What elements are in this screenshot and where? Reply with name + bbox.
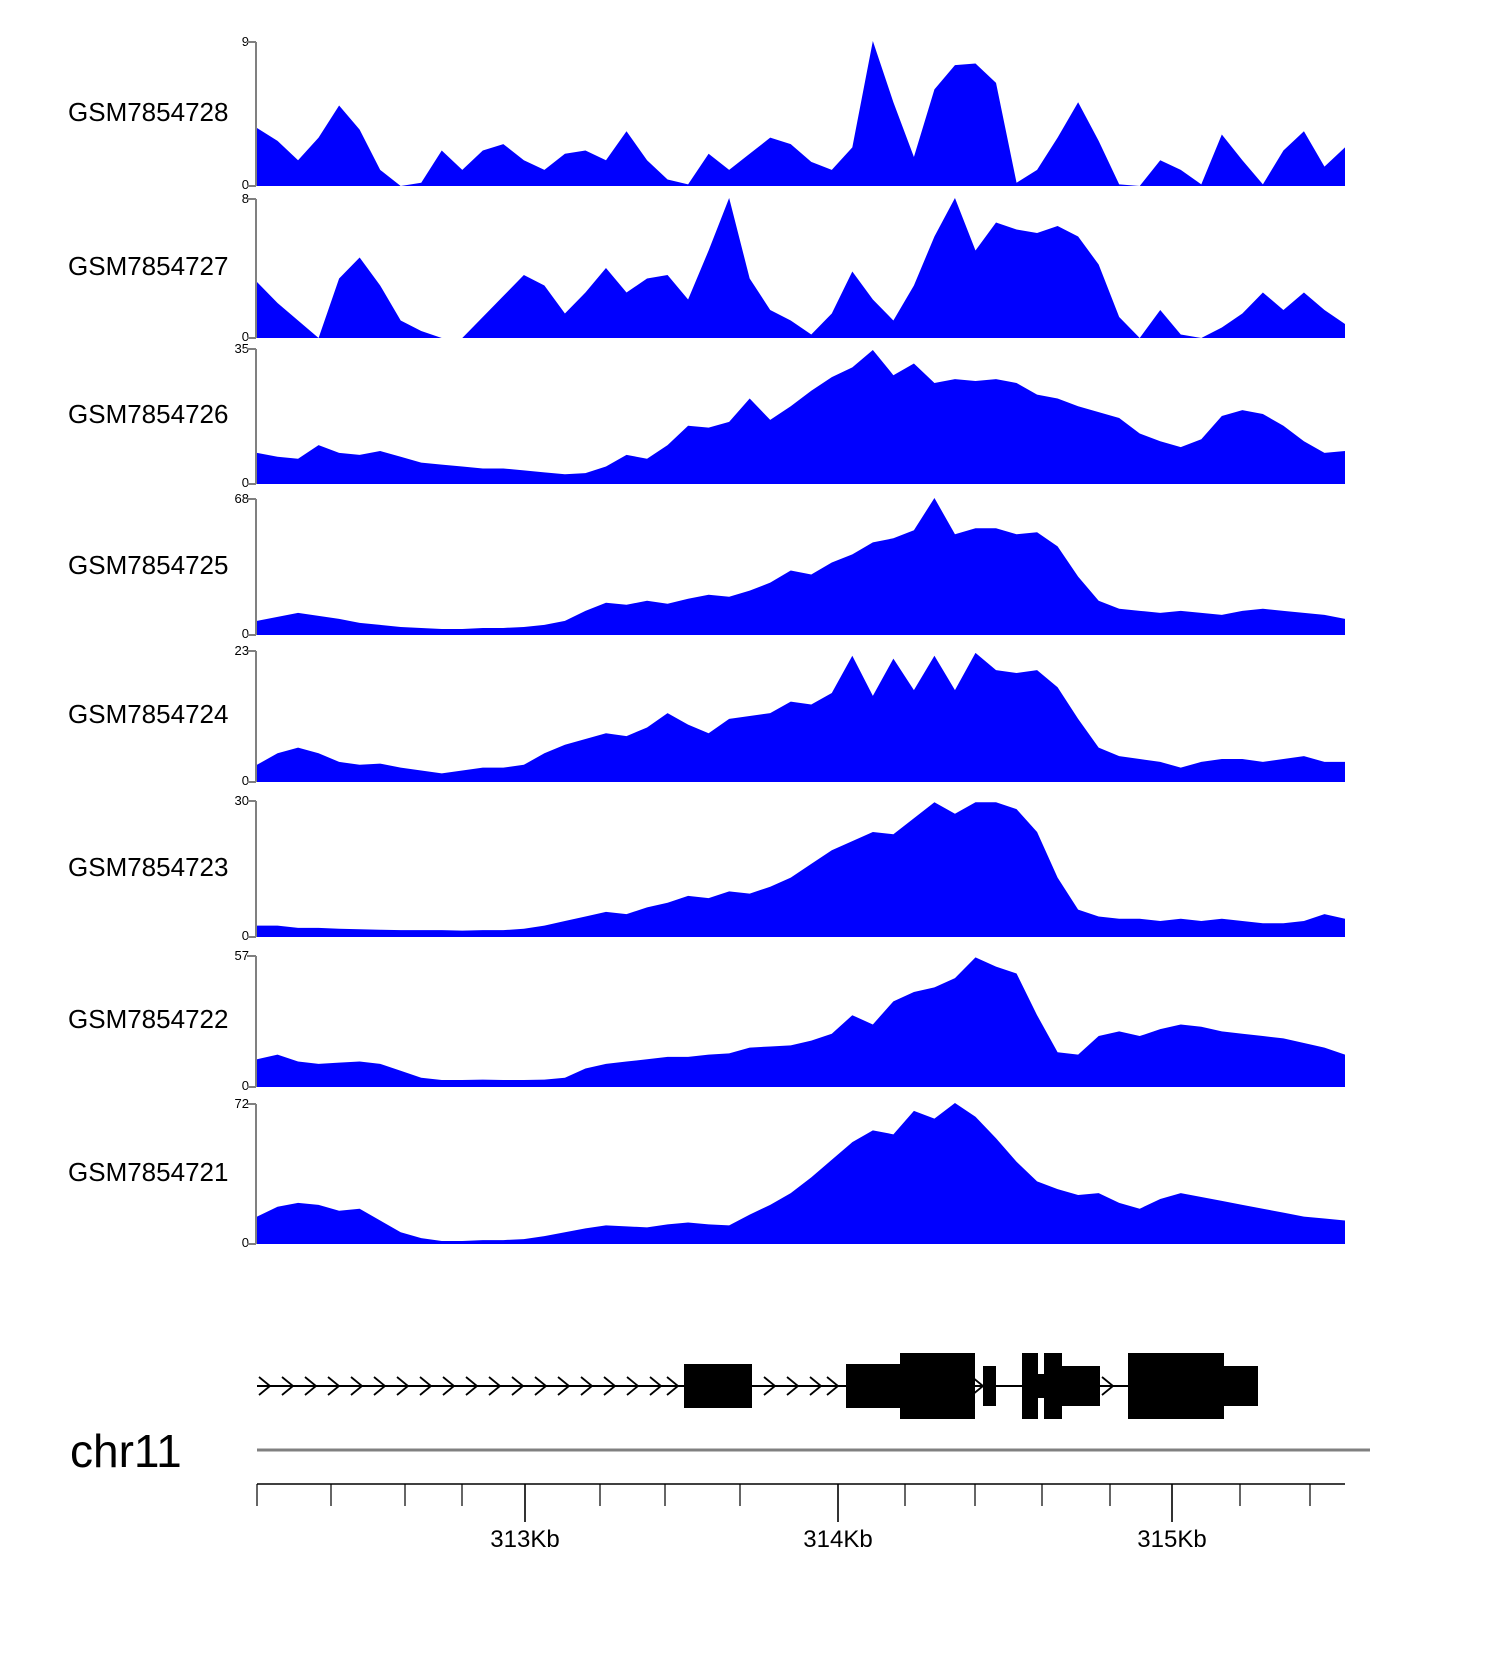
strand-arrow-icon [281,1376,295,1396]
track-sample-label: GSM7854725 [68,549,229,580]
exon-box[interactable] [1224,1366,1258,1406]
coverage-plot[interactable] [257,198,1345,338]
y-axis [247,800,257,938]
gene-model-track[interactable] [0,1330,1500,1430]
exon-box[interactable] [1128,1353,1224,1419]
axis-max-label: 35 [234,341,249,356]
strand-arrow-icon [327,1376,341,1396]
chromosome-label: chr11 [70,1425,182,1477]
strand-arrow-icon [442,1376,456,1396]
coverage-track: GSM7854725 68 0 [0,491,1500,641]
coverage-plot[interactable] [257,1103,1345,1244]
exon-box[interactable] [684,1364,752,1408]
coverage-plot[interactable] [257,498,1345,635]
axis-max-label: 8 [241,191,249,206]
axis-min-label: 0 [241,626,249,641]
axis-min-label: 0 [241,329,249,344]
axis-min-label: 0 [241,928,249,943]
coverage-plot[interactable] [257,348,1345,484]
strand-arrow-icon [373,1376,387,1396]
axis-max-label: 23 [234,643,249,658]
strand-arrow-icon [419,1376,433,1396]
strand-arrow-icon [534,1376,548,1396]
axis-min-label: 0 [241,1078,249,1093]
y-axis [247,650,257,783]
track-sample-label: GSM7854728 [68,96,229,127]
track-sample-label: GSM7854726 [68,399,229,429]
strand-arrow-icon [603,1376,617,1396]
coverage-track: GSM7854727 8 0 [0,191,1500,344]
exon-box[interactable] [1038,1374,1044,1398]
axis-max-label: 72 [234,1096,249,1111]
strand-arrow-icon [511,1376,525,1396]
strand-arrow-icon [396,1376,410,1396]
coverage-plot[interactable] [257,800,1345,937]
y-axis [247,348,257,485]
ruler-tick-label: 313Kb [490,1526,560,1553]
coverage-track: GSM7854722 57 0 [0,948,1500,1093]
y-axis [247,1103,257,1245]
exon-box[interactable] [846,1364,900,1408]
coverage-plot[interactable] [257,955,1345,1087]
ruler-svg [256,1448,1370,1522]
y-axis [247,41,257,187]
strand-arrow-icon [304,1376,318,1396]
track-sample-label: GSM7854722 [68,1004,229,1034]
track-sample-label: GSM7854724 [68,699,229,729]
strand-arrow-icon [809,1376,823,1396]
axis-max-label: 57 [234,948,249,963]
coverage-area [257,349,1345,484]
exon-box[interactable] [1062,1366,1100,1406]
coverage-track: GSM7854726 35 0 [0,341,1500,490]
strand-arrow-icon [557,1376,571,1396]
track-sample-label: GSM7854721 [68,1156,229,1187]
strand-arrow-icon [649,1376,663,1396]
strand-arrow-icon [465,1376,479,1396]
strand-arrow-icon [350,1376,364,1396]
coverage-plot[interactable] [257,41,1345,186]
coverage-area [257,1103,1345,1244]
axis-max-label: 68 [234,491,249,506]
strand-arrow-icon [488,1376,502,1396]
exon-box[interactable] [900,1353,975,1419]
coverage-area [257,802,1345,937]
coverage-area [257,198,1345,338]
coverage-track: GSM7854723 30 0 [0,793,1500,943]
coverage-track: GSM7854721 72 0 [0,1096,1500,1250]
exon-box[interactable] [983,1366,996,1406]
strand-arrow-icon [1101,1376,1115,1396]
exon-box[interactable] [1044,1353,1062,1419]
strand-arrow-icon [786,1376,800,1396]
coverage-area [257,498,1345,635]
strand-arrow-icon [763,1376,777,1396]
axis-min-label: 0 [241,475,249,490]
track-sample-label: GSM7854723 [68,851,229,882]
y-axis [247,498,257,636]
strand-arrow-icon [666,1376,680,1396]
ruler-tick-label: 314Kb [803,1526,873,1553]
strand-arrow-icon [826,1376,840,1396]
coverage-area [257,41,1345,186]
ruler-tick-label: 315Kb [1137,1526,1207,1553]
axis-max-label: 30 [234,793,249,808]
coverage-area [257,957,1345,1087]
axis-min-label: 0 [241,177,249,192]
strand-arrow-icon [258,1376,272,1396]
axis-max-label: 9 [241,34,249,49]
axis-min-label: 0 [241,773,249,788]
strand-arrow-icon [626,1376,640,1396]
y-axis [247,955,257,1088]
exon-box[interactable] [1022,1353,1038,1419]
strand-arrow-icon [580,1376,594,1396]
coverage-track: GSM7854728 9 0 [0,34,1500,192]
genomic-coordinate-ruler: 313Kb 314Kb 315Kb [0,1438,1500,1578]
axis-min-label: 0 [241,1235,249,1250]
y-axis [247,198,257,339]
coverage-track: GSM7854724 23 0 [0,643,1500,788]
track-sample-label: GSM7854727 [68,251,229,281]
coverage-plot[interactable] [257,650,1345,782]
coverage-area [257,652,1345,782]
gene-model-svg [257,1353,1258,1419]
